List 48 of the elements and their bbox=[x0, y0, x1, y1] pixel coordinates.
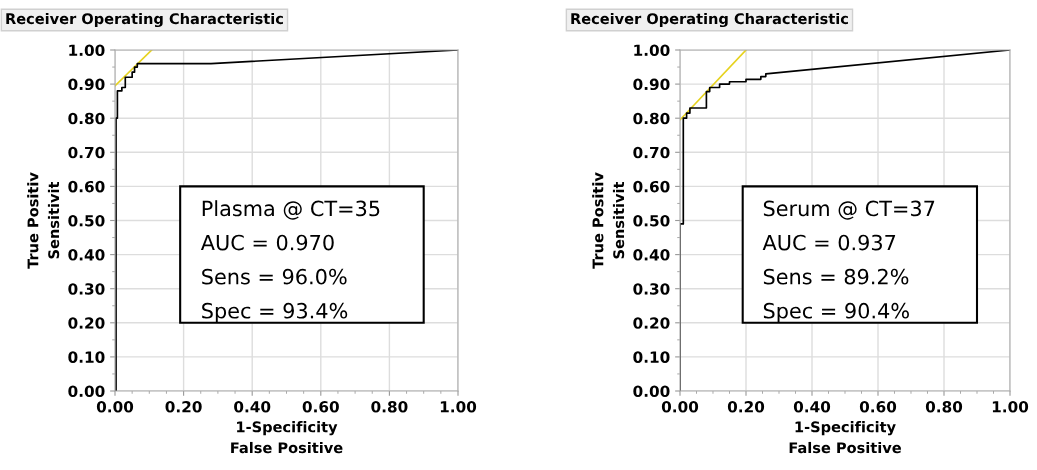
y-tick-label: 0.40 bbox=[633, 249, 670, 261]
y-tick-label: 0.90 bbox=[68, 78, 105, 91]
y-tick-label: 0.30 bbox=[68, 283, 105, 295]
y-tick-label: 0.60 bbox=[633, 180, 670, 193]
y-axis-title: True Positiv Sensitivit bbox=[592, 172, 625, 269]
annotation: Sens = 96.0% bbox=[202, 268, 347, 285]
y-tick-label: 0.20 bbox=[633, 317, 670, 329]
annotation: Spec = 93.4% bbox=[202, 302, 348, 323]
annotation: Spec = 90.4% bbox=[763, 302, 909, 323]
annotation: Serum @ CT=37 bbox=[763, 200, 935, 220]
y-tick-label: 0.10 bbox=[633, 351, 670, 363]
annotation: AUC = 0.970 bbox=[200, 234, 334, 251]
y-tick-label: 0.00 bbox=[633, 385, 670, 398]
y-tick-label: 0.70 bbox=[633, 146, 670, 159]
y-tick-label: 0.50 bbox=[633, 214, 670, 227]
x-tick-label: 0.20 bbox=[727, 400, 765, 413]
y-tick-label: 0.80 bbox=[633, 112, 670, 125]
y-axis-title: True Positiv Sensitivit bbox=[27, 172, 60, 269]
y-tick-label: 0.30 bbox=[633, 283, 670, 295]
x-tick-label: 0.00 bbox=[96, 400, 134, 413]
y-tick-label: 1.00 bbox=[634, 44, 670, 57]
annotation: Sens = 89.2% bbox=[763, 268, 909, 285]
y-tick-label: 0.00 bbox=[68, 385, 105, 398]
y-tick-label: 0.80 bbox=[68, 112, 105, 125]
y-tick-label: 0.40 bbox=[68, 249, 105, 261]
y-tick-label: 0.70 bbox=[68, 146, 105, 159]
annotation: AUC = 0.937 bbox=[762, 234, 896, 251]
x-tick-label: 0.40 bbox=[234, 400, 271, 413]
x-tick-label: 0.00 bbox=[661, 400, 699, 413]
y-tick-label: 0.90 bbox=[633, 78, 670, 91]
x-axis-title: 1-Specificity False Positive bbox=[789, 421, 901, 454]
x-tick-label: 1.00 bbox=[992, 400, 1029, 413]
y-tick-label: 0.20 bbox=[68, 317, 105, 329]
y-tick-label: 0.10 bbox=[68, 351, 105, 363]
x-tick-label: 0.80 bbox=[925, 400, 963, 413]
x-tick-label: 0.60 bbox=[859, 400, 897, 413]
x-tick-label: 0.60 bbox=[302, 400, 339, 413]
annotation: Plasma @ CT=35 bbox=[202, 200, 380, 220]
x-tick-label: 0.20 bbox=[165, 400, 202, 413]
y-tick-label: 0.60 bbox=[68, 180, 105, 193]
y-tick-label: 1.00 bbox=[69, 44, 105, 57]
chart-title: Receiver Operating Characteristic bbox=[571, 12, 848, 28]
x-tick-label: 0.40 bbox=[793, 400, 831, 413]
chart-title: Receiver Operating Characteristic bbox=[6, 12, 283, 28]
y-tick-label: 0.50 bbox=[68, 214, 105, 227]
x-tick-label: 1.00 bbox=[440, 400, 477, 413]
x-tick-label: 0.80 bbox=[371, 400, 408, 413]
x-axis-title: 1-Specificity False Positive bbox=[231, 421, 343, 454]
